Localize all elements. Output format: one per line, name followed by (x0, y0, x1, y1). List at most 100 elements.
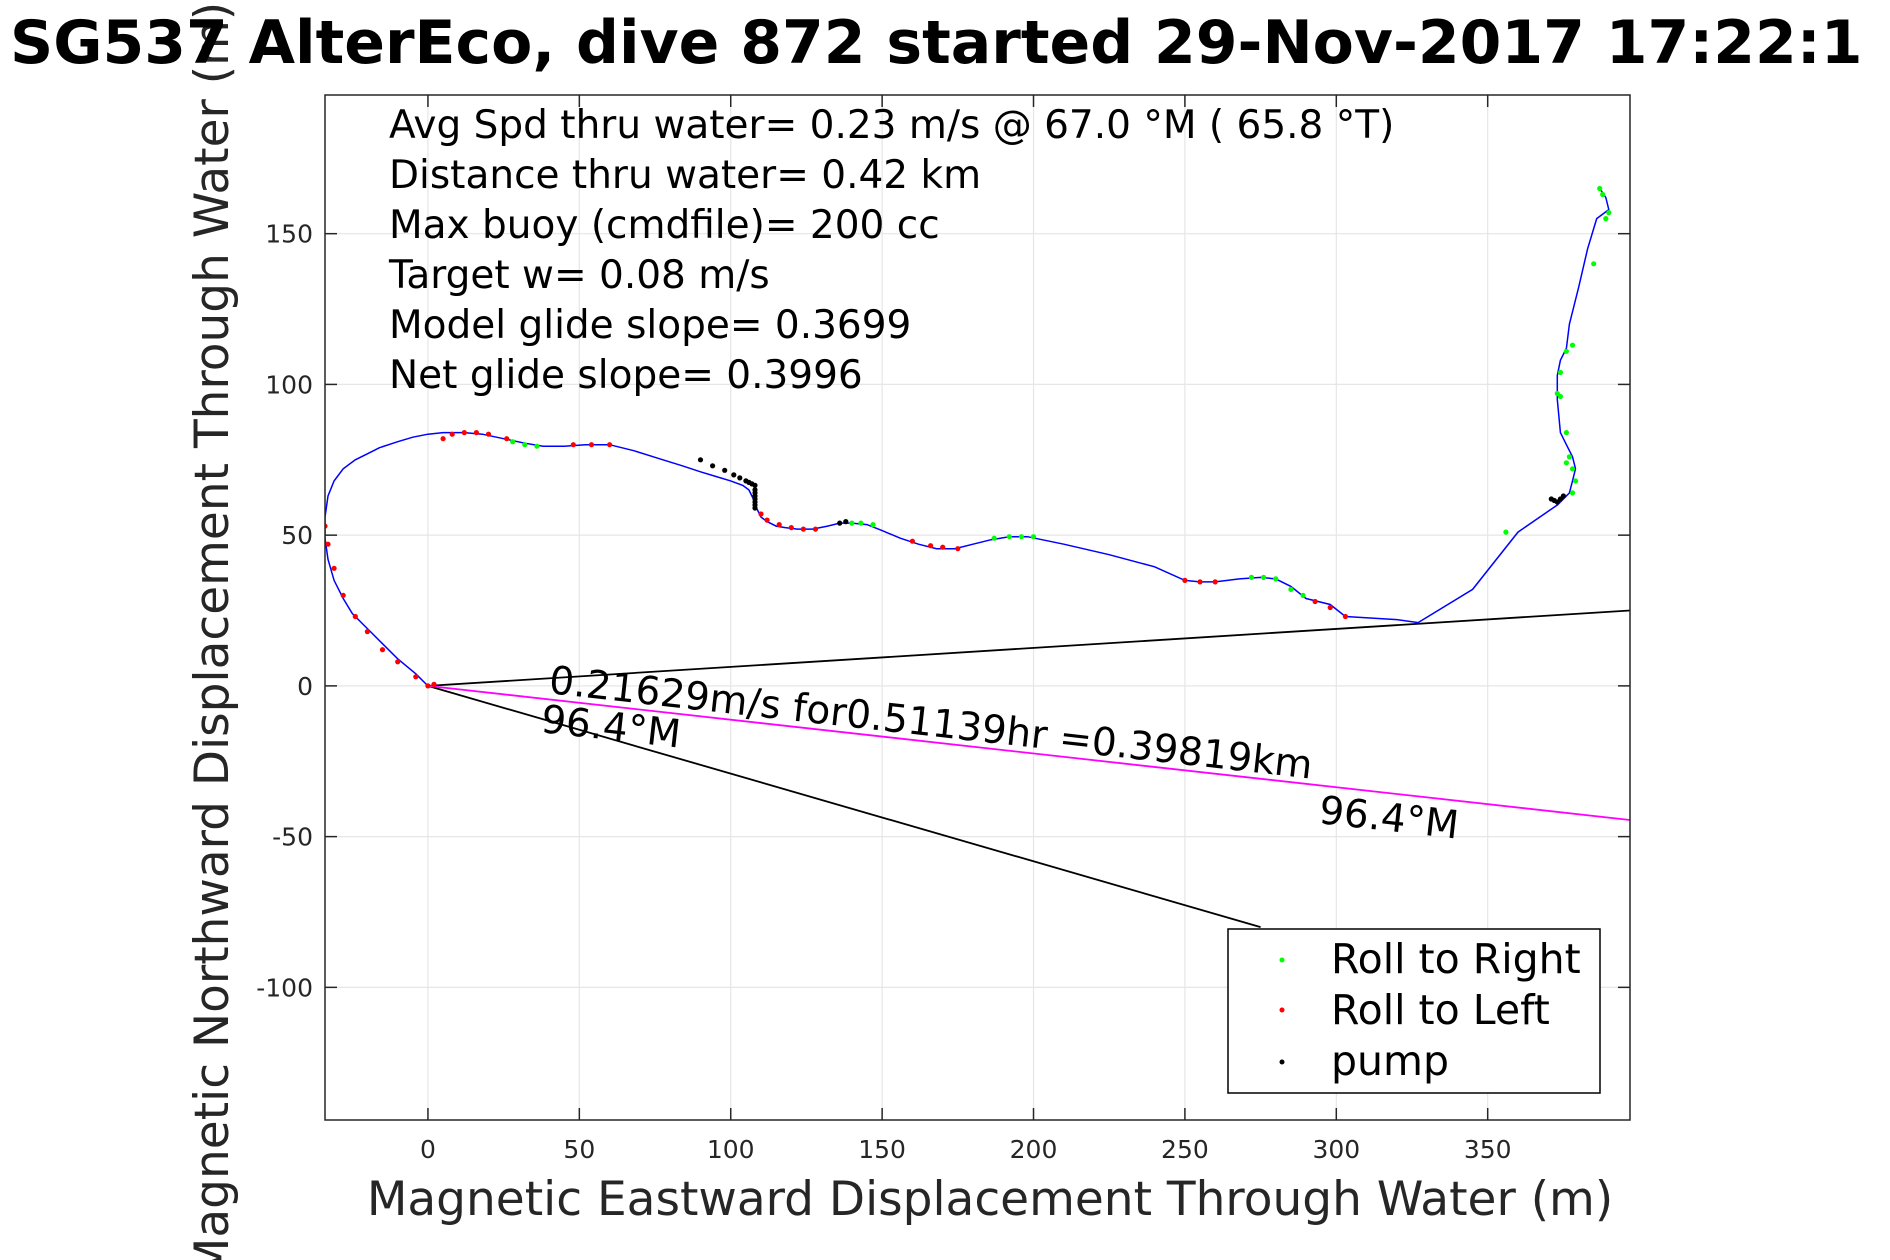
x-tick-label: 150 (858, 1135, 906, 1164)
pump-point (752, 505, 758, 511)
roll-right-point (1591, 261, 1597, 267)
info-line: Net glide slope= 0.3996 (389, 353, 863, 398)
roll-right-point (1503, 529, 1509, 535)
y-tick-label: 100 (265, 370, 313, 399)
info-line: Max buoy (cmdfile)= 200 cc (389, 203, 940, 248)
roll-right-point (870, 522, 876, 528)
legend-marker-roll-left (1279, 1007, 1285, 1013)
roll-right-point (1557, 369, 1563, 375)
roll-right-point (1554, 390, 1560, 397)
legend-marker-pump (1279, 1059, 1285, 1065)
pump-point (737, 475, 743, 481)
roll-left-point (1182, 577, 1188, 584)
roll-left-point (449, 431, 455, 437)
roll-left-point (955, 546, 961, 552)
info-line: Model glide slope= 0.3699 (389, 303, 911, 348)
roll-right-point (510, 439, 516, 445)
roll-right-point (991, 535, 997, 541)
roll-right-point (1563, 348, 1569, 354)
ticks: 0 50 100 150 200 250 300 350 -100 -50 0 50 100 150 (256, 95, 1630, 1164)
y-tick-label: -50 (272, 823, 313, 852)
x-axis-label: Magnetic Eastward Displacement Through W… (367, 1172, 1613, 1227)
pump-point (843, 519, 849, 525)
legend-label-roll-right: Roll to Right (1331, 935, 1581, 983)
legend-label-roll-left: Roll to Left (1331, 986, 1550, 1034)
roll-right-point (1248, 574, 1255, 581)
roll-left-point (764, 517, 770, 523)
roll-right-point (1563, 430, 1569, 436)
roll-right-point (1563, 460, 1569, 466)
roll-left-point (352, 613, 358, 620)
roll-left-point (909, 538, 916, 544)
y-tick-label: 50 (281, 521, 313, 550)
roll-left-point (425, 683, 431, 689)
grid (325, 95, 1630, 1120)
roll-right-point (1569, 490, 1576, 496)
legend-label-pump: pump (1331, 1037, 1449, 1085)
roll-right-point (1569, 342, 1576, 348)
roll-left-point (607, 442, 613, 448)
roll-right-point (1018, 534, 1024, 540)
legend-marker-roll-right (1279, 957, 1285, 963)
heading-guide-line (427, 685, 1261, 928)
roll-left-point (340, 592, 346, 599)
roll-left-point (812, 526, 819, 532)
x-tick-label: 100 (707, 1135, 755, 1164)
info-box: Avg Spd thru water= 0.23 m/s @ 67.0 °M (… (388, 103, 1394, 398)
roll-left-point (504, 436, 510, 442)
roll-left-point (588, 442, 595, 448)
roll-left-point (758, 511, 764, 517)
x-tick-label: 200 (1010, 1135, 1058, 1164)
roll-right-point (1030, 534, 1037, 540)
roll-left-point (379, 647, 386, 653)
roll-left-point (413, 674, 419, 680)
roll-left-point (940, 544, 946, 550)
roll-left-point (331, 565, 337, 571)
info-line: Distance thru water= 0.42 km (389, 153, 981, 198)
roll-left-point (431, 681, 437, 688)
legend: Roll to Right Roll to Left pump (1227, 928, 1601, 1094)
track-line (325, 188, 1610, 687)
pump-point (837, 520, 843, 526)
roll-left-point (570, 442, 576, 448)
roll-right-point (1566, 454, 1572, 460)
pump-point (731, 472, 737, 478)
pump-point (752, 482, 758, 488)
roll-left-point (1342, 613, 1348, 620)
roll-right-point (1603, 216, 1609, 222)
roll-right-point (1572, 478, 1579, 484)
roll-left-point (325, 541, 331, 547)
current-vector-line (427, 685, 1630, 821)
x-tick-label: 300 (1312, 1135, 1360, 1164)
roll-left-point (1212, 579, 1218, 585)
roll-right-point (1600, 191, 1606, 198)
roll-left-point (395, 659, 401, 665)
roll-right-point (858, 520, 864, 526)
plot-frame (324, 94, 1631, 1121)
roll-right-point (1569, 466, 1576, 472)
roll-right-point (1597, 185, 1603, 192)
x-tick-label: 50 (563, 1135, 595, 1164)
info-line: Target w= 0.08 m/s (388, 253, 770, 298)
roll-right-point (522, 442, 528, 448)
y-axis-label: Magnetic Northward Displacement Through … (185, 2, 240, 1260)
y-tick-label: -100 (256, 973, 313, 1002)
x-tick-label: 350 (1464, 1135, 1512, 1164)
data-layer (325, 185, 1630, 928)
roll-right-point (1273, 576, 1279, 582)
legend-box (1227, 928, 1601, 1094)
chart-title: SG537 AlterEco, dive 872 started 29-Nov-… (10, 8, 1863, 78)
x-tick-label: 0 (420, 1135, 436, 1164)
roll-right-point (1261, 574, 1267, 581)
roll-left-point (461, 430, 467, 436)
roll-left-point (1312, 598, 1318, 605)
roll-right-point (1006, 534, 1012, 540)
pump-point (697, 457, 704, 463)
roll-left-point (485, 431, 492, 437)
roll-right-point (849, 520, 855, 526)
pump-point (710, 463, 716, 469)
roll-left-point (788, 525, 794, 531)
x-tick-label: 250 (1161, 1135, 1209, 1164)
roll-right-point (1300, 592, 1306, 599)
roll-left-point (1197, 579, 1203, 585)
